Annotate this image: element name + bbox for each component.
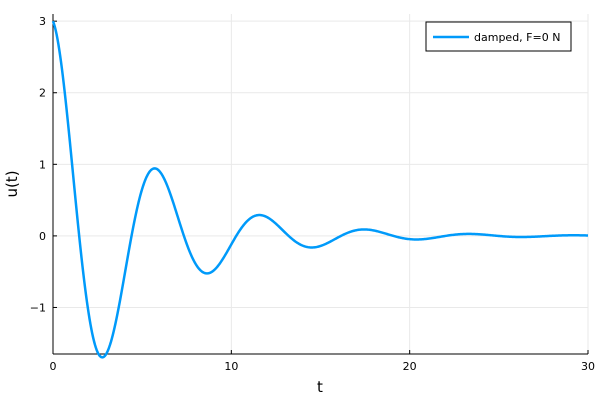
y-axis-title: u(t) <box>3 170 21 197</box>
x-tick-label: 20 <box>403 360 417 373</box>
legend: damped, F=0 N <box>425 21 572 52</box>
y-tick-label: 0 <box>39 230 46 243</box>
y-tick-label: 3 <box>39 15 46 28</box>
series-line-0 <box>51 20 589 359</box>
x-tick-label: 10 <box>224 360 238 373</box>
legend-label: damped, F=0 N <box>474 31 560 44</box>
y-tick-label: 1 <box>39 158 46 171</box>
x-tick-label: 30 <box>581 360 595 373</box>
x-tick-label: 0 <box>50 360 57 373</box>
y-tick-label: 2 <box>39 87 46 100</box>
grid <box>52 14 589 354</box>
x-axis-title: t <box>317 378 323 396</box>
y-tick-label: −1 <box>30 301 46 314</box>
axes <box>52 14 588 355</box>
ticks: 0 10 20 30 −1 0 1 2 3 <box>30 15 595 373</box>
series <box>51 20 589 359</box>
